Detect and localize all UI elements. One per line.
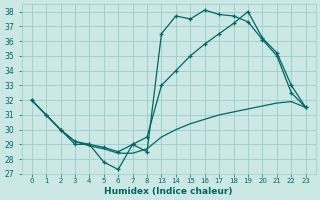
X-axis label: Humidex (Indice chaleur): Humidex (Indice chaleur) [104, 187, 233, 196]
